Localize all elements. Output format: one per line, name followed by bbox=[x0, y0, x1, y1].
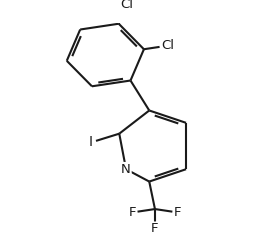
Text: Cl: Cl bbox=[161, 39, 174, 52]
Text: I: I bbox=[89, 135, 93, 149]
Text: F: F bbox=[151, 222, 159, 235]
Text: F: F bbox=[129, 206, 136, 219]
Text: Cl: Cl bbox=[120, 0, 133, 11]
Text: N: N bbox=[121, 163, 131, 176]
Text: F: F bbox=[173, 206, 181, 219]
